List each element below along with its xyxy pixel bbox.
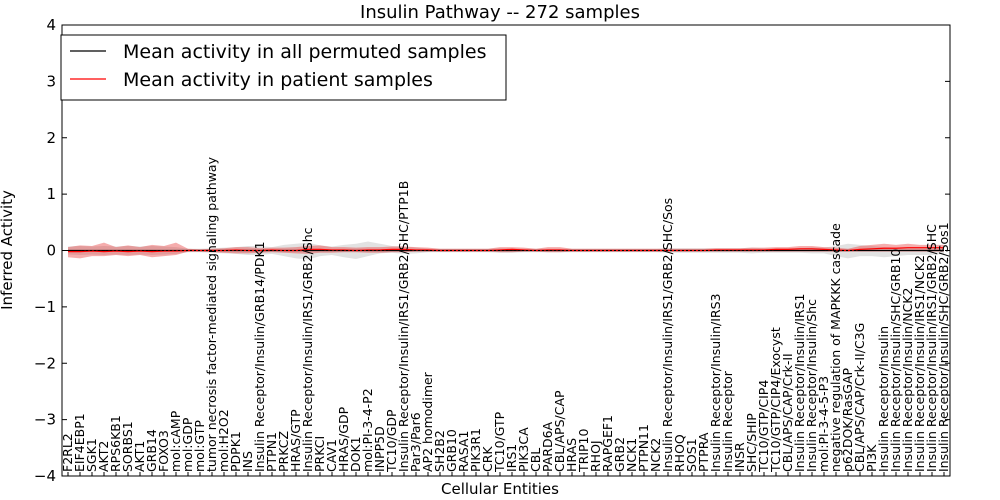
x-tick-label: Insulin Receptor/Insulin/IRS3 (708, 294, 723, 472)
x-tick-label: FOXO3 (156, 430, 171, 472)
x-tick-label: F2RL2 (60, 433, 75, 472)
x-tick-label: SHC/SHIP (744, 413, 759, 472)
x-tick-label: RHOQ (672, 434, 687, 472)
x-tick-label: PTPN11 (636, 424, 651, 472)
x-tick-label: CRK (480, 446, 495, 472)
x-tick-label: RPS6KB1 (108, 415, 123, 472)
legend-label-permuted: Mean activity in all permuted samples (123, 41, 486, 63)
x-tick-label: TC10/GTP/CIP4/Exocyst (768, 327, 783, 473)
x-tick-label: Insulin Receptor/Insulin/IRS1/GRB2/SHC/S… (660, 198, 675, 472)
x-tick-label: TC10/GTP/CIP4 (756, 380, 771, 473)
y-tick-label: −2 (34, 354, 56, 372)
y-tick-label: 4 (46, 16, 56, 34)
x-tick-label: AP2 homodimer (420, 371, 435, 472)
x-tick-label: negative regulation of MAPKKK cascade (828, 223, 843, 472)
x-tick-label: Insulin Receptor/Insulin/GRB14/PDK1 (252, 241, 267, 472)
x-tick-label: PRKCI (312, 436, 327, 472)
x-tick-label: SOS1 (684, 438, 699, 472)
x-tick-label: CBL/APS/CAP/Crk-II (780, 353, 795, 472)
x-tick-label: Insulin Receptor/Insulin/IRS1/NCK2 (912, 255, 927, 472)
x-tick-label: Insulin Receptor/Insulin/IRS1/GRB2/SHC (924, 224, 939, 472)
x-tick-label: PI3K (864, 444, 879, 472)
x-tick-label: Insulin Receptor/Insulin/IRS1 (792, 294, 807, 472)
x-tick-label: NCK2 (648, 438, 663, 472)
x-tick-label: mol:PI-3-4-5-P3 (816, 376, 831, 472)
x-tick-label: Insulin Receptor/Insulin/SHC/GRB2/Sos1 (936, 222, 951, 472)
x-tick-label: mol:GTP (192, 420, 207, 472)
x-tick-label: p62DOK/RasGAP (840, 367, 855, 472)
x-tick-label: TC10/GTP (492, 411, 507, 473)
x-tick-label: SORBS1 (120, 421, 135, 472)
x-tick-label: RHOJ (588, 440, 603, 472)
x-tick-label: Insulin Receptor/Insulin (876, 326, 891, 472)
x-tick-label: PARD6A (540, 421, 555, 472)
x-tick-label: mol:PI-3-4-P2 (360, 388, 375, 472)
x-tick-label: Insulin Receptor/Insulin/SHC/GRB10 (888, 249, 903, 472)
x-tick-label: PIK3R1 (468, 428, 483, 472)
legend-box (60, 34, 507, 101)
y-tick-label: −3 (34, 411, 56, 429)
x-tick-label: GRB10 (444, 429, 459, 472)
x-tick-label: PDPK1 (228, 431, 243, 472)
x-tick-label: PTPRA (696, 432, 711, 472)
x-tick-label: Insulin Receptor (720, 370, 735, 472)
x-tick-label: TC10/GDP (384, 409, 399, 473)
y-axis-ticks: −4 −3 −2 −1 0 1 2 3 4 (34, 16, 950, 485)
x-tick-label: HRAS/GTP (288, 409, 303, 472)
x-tick-label: RASA1 (456, 431, 471, 472)
y-tick-label: −1 (34, 298, 56, 316)
x-tick-label: SGK1 (84, 438, 99, 472)
x-tick-label: AKT2 (96, 441, 111, 472)
x-tick-label: DOK1 (348, 436, 363, 472)
x-tick-label: PRKCZ (276, 431, 291, 472)
y-tick-label: 1 (46, 185, 56, 203)
y-axis-title: Inferred Activity (0, 190, 16, 310)
y-tick-label: 3 (46, 72, 56, 90)
x-tick-label: CBL/APS/CAP (552, 390, 567, 472)
x-tick-label: GRB2 (612, 437, 627, 472)
x-tick-label: mol:cAMP (168, 410, 183, 472)
y-tick-label: 2 (46, 129, 56, 147)
legend: Mean activity in all permuted samples Me… (60, 34, 507, 101)
x-tick-label: GRB14 (144, 429, 159, 472)
x-tick-label: NCK1 (624, 438, 639, 472)
x-tick-label: HRAS (564, 438, 579, 472)
x-tick-label: SH2B2 (432, 430, 447, 472)
x-tick-label: mol:GDP (180, 417, 195, 472)
legend-label-patient: Mean activity in patient samples (123, 69, 433, 91)
x-tick-label: INS (240, 451, 255, 472)
x-tick-label: CBL (528, 448, 543, 472)
x-tick-label: IRS1 (504, 444, 519, 472)
x-tick-label: HRAS/GDP (336, 406, 351, 472)
x-tick-label: TRIP10 (576, 429, 591, 473)
x-tick-label: PIK3CA (516, 427, 531, 472)
x-tick-label: CAV1 (324, 439, 339, 472)
y-tick-label: −4 (34, 467, 56, 485)
x-axis-entity-labels: F2RL2EIF4EBP1SGK1AKT2RPS6KB1SORBS1AKT1GR… (60, 156, 951, 476)
x-tick-label: tumor necrosis factor-mediated signaling… (204, 156, 219, 472)
x-tick-label: Insulin Receptor/Insulin/IRS1/GRB2/SHC/P… (396, 181, 411, 472)
x-tick-label: AKT1 (132, 441, 147, 472)
x-tick-label: PTPN1 (264, 432, 279, 472)
x-tick-label: Par3/Par6 (408, 412, 423, 472)
x-tick-label: INSR (732, 442, 747, 472)
chart-title: Insulin Pathway -- 272 samples (360, 2, 640, 23)
x-tick-label: Insulin Receptor/Insulin/NCK2 (900, 288, 915, 472)
x-tick-label: RAPGEF1 (600, 415, 615, 472)
x-axis-title: Cellular Entities (441, 480, 559, 498)
x-tick-label: Insulin Receptor/Insulin/IRS1/GRB2/Shc (300, 227, 315, 472)
x-tick-label: mol:H2O2 (216, 409, 231, 472)
x-tick-label: Insulin Receptor/Insulin/Shc (804, 299, 819, 472)
x-tick-label: INPP5D (372, 426, 387, 472)
y-tick-label: 0 (46, 242, 56, 260)
x-tick-label: CBL/APS/CAP/Crk-II/C3G (852, 323, 867, 472)
x-tick-label: EIF4EBP1 (72, 413, 87, 472)
